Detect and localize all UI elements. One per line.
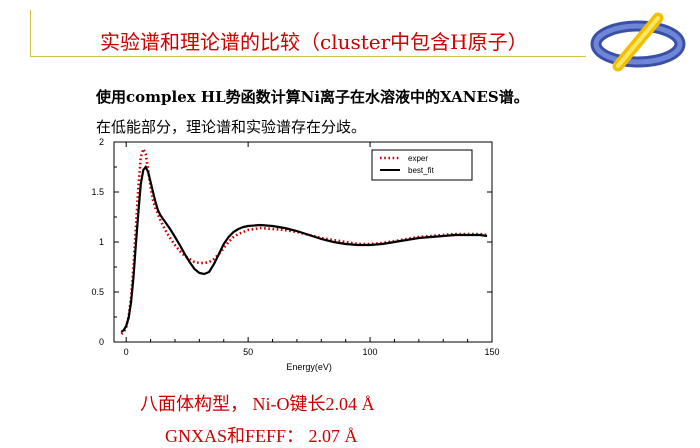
y-tick-label: 1.5: [91, 187, 104, 197]
slide-title: 实验谱和理论谱的比较（cluster中包含H原子）: [100, 30, 528, 54]
x-tick-label: 50: [243, 347, 253, 357]
series-best-fit-line: [120, 164, 488, 333]
y-tick-label: 2: [99, 137, 104, 147]
note-octahedral: 八面体构型， Ni-O键长2.04 Å: [140, 394, 375, 414]
title-rule-horizontal: [30, 56, 586, 57]
y-tick-label: 0.5: [91, 287, 104, 297]
x-tick-label: 100: [363, 347, 378, 357]
x-tick-label: 0: [124, 347, 129, 357]
series-exper-line: [120, 145, 488, 336]
description-line-2: 在低能部分，理论谱和实验谱存在分歧。: [96, 118, 367, 136]
xanes-chart: 0 0.5 1 1.5 2 0 50 100 150 Energy(eV) exper best_fi…: [91, 137, 499, 372]
logo-icon: [590, 12, 686, 72]
x-axis-label: Energy(eV): [286, 362, 332, 372]
y-tick-label: 1: [99, 237, 104, 247]
x-tick-label: 150: [484, 347, 499, 357]
legend-best-fit-label: best_fit: [408, 166, 435, 175]
legend-exper-label: exper: [408, 154, 428, 163]
legend-box: [371, 149, 473, 181]
y-tick-label: 0: [99, 337, 104, 347]
description-line-1: 使用complex HL势函数计算Ni离子在水溶液中的XANES谱。: [96, 88, 529, 106]
note-gnxas-feff: GNXAS和FEFF： 2.07 Å: [165, 426, 358, 446]
title-rule-vertical: [30, 10, 31, 57]
